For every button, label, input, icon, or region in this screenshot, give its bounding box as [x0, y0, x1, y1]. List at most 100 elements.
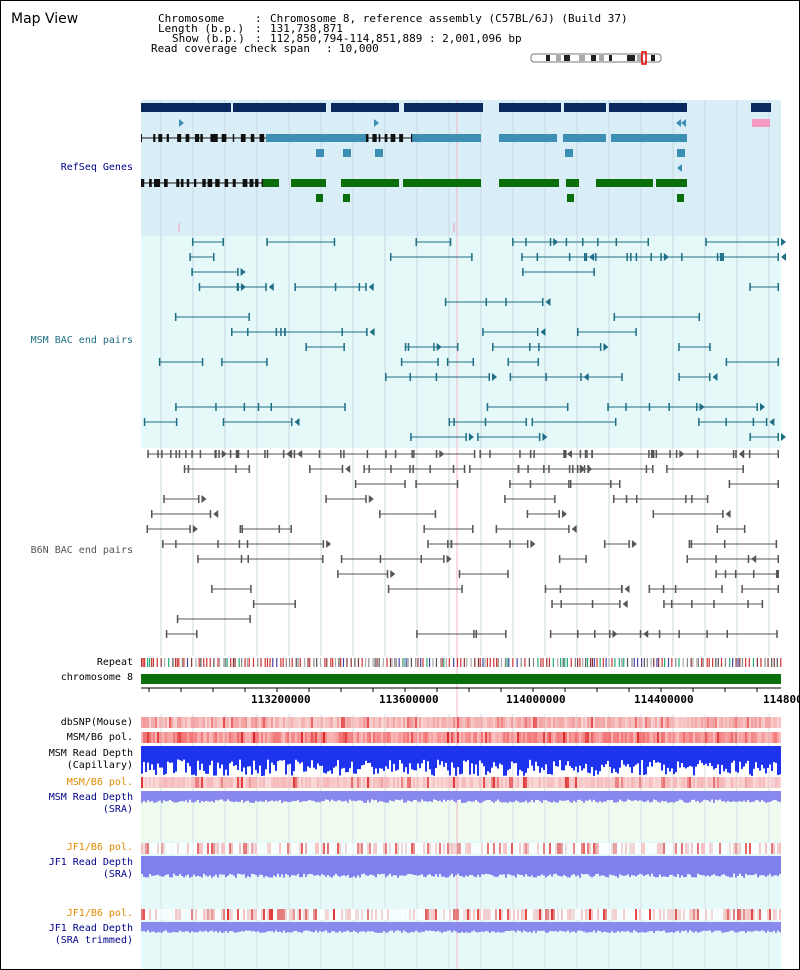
msm-b6-pol-strip-2: [221, 777, 223, 788]
b6n-bac-pair-end: [558, 555, 561, 563]
b6n-bac-pair-arrow: [612, 630, 618, 638]
repeat-element: [729, 658, 731, 667]
msm-read-depth-capillary: [255, 746, 257, 771]
jf1-read-depth-sra: [545, 856, 547, 878]
jf1-read-depth-trimmed: [159, 922, 161, 933]
jf1-b6-pol-strip-2: [181, 909, 183, 920]
dbsnp-strip: [267, 717, 269, 728]
ideogram-band: [609, 55, 612, 61]
jf1-read-depth-sra: [737, 856, 739, 876]
msm-read-depth-sra: [677, 791, 679, 802]
msm-b6-pol-strip-2: [281, 777, 283, 788]
jf1-read-depth-trimmed: [575, 922, 577, 933]
msm-read-depth-sra: [771, 791, 773, 802]
jf1-b6-pol-strip: [357, 843, 359, 854]
gene-feature: [263, 179, 279, 187]
jf1-read-depth-trimmed: [309, 922, 311, 932]
msm-b6-pol-strip-2: [361, 777, 363, 788]
track-label-jf1-read-depth-sra-sub: (SRA): [102, 869, 133, 880]
msm-b6-pol-strip: [503, 732, 505, 743]
msm-b6-pol-strip: [557, 732, 559, 743]
jf1-read-depth-sra: [777, 856, 779, 877]
jf1-read-depth-sra: [301, 856, 303, 878]
msm-read-depth-sra: [527, 791, 529, 803]
jf1-b6-pol-strip-2: [239, 909, 241, 920]
msm-b6-pol-strip: [403, 732, 405, 743]
msm-b6-pol-strip-2: [231, 777, 233, 788]
msm-b6-pol-strip-2: [319, 777, 321, 788]
jf1-read-depth-sra: [651, 856, 653, 874]
jf1-read-depth-sra: [677, 856, 679, 875]
msm-read-depth-capillary: [419, 746, 421, 769]
msm-bac-pair-end: [531, 418, 534, 426]
jf1-read-depth-sra: [377, 856, 379, 874]
msm-b6-pol-strip-2: [527, 777, 529, 788]
msm-b6-pol-strip-2: [409, 777, 411, 788]
jf1-read-depth-sra: [683, 856, 685, 878]
gene-feature: [565, 149, 573, 157]
jf1-read-depth-trimmed: [649, 922, 651, 932]
msm-read-depth-capillary: [551, 746, 553, 775]
jf1-read-depth-sra: [735, 856, 737, 878]
jf1-read-depth-trimmed: [531, 922, 533, 933]
msm-read-depth-capillary: [327, 746, 329, 772]
msm-bac-pair-end: [621, 373, 623, 381]
msm-read-depth-sra: [451, 791, 453, 800]
jf1-read-depth-sra: [617, 856, 619, 878]
jf1-b6-pol-strip: [723, 843, 725, 854]
msm-b6-pol-strip: [559, 732, 561, 743]
colon: :: [255, 22, 262, 35]
msm-b6-pol-strip: [259, 732, 261, 743]
jf1-b6-pol-strip: [489, 843, 491, 854]
jf1-b6-pol-strip: [295, 843, 297, 854]
msm-bac-pair-end: [237, 268, 239, 276]
jf1-read-depth-sra: [181, 856, 183, 877]
msm-b6-pol-strip-2: [509, 777, 511, 788]
msm-b6-pol-strip-2: [707, 777, 709, 788]
jf1-b6-pol-strip-2: [501, 909, 503, 920]
jf1-b6-pol-strip-2: [307, 909, 309, 920]
repeat-element: [313, 658, 315, 667]
dbsnp-strip: [451, 717, 453, 728]
msm-read-depth-sra: [507, 791, 509, 803]
msm-read-depth-sra: [647, 791, 649, 801]
msm-b6-pol-strip-2: [513, 777, 515, 788]
jf1-b6-pol-strip-2: [257, 909, 259, 920]
msm-bac-pair-arrow: [542, 433, 548, 441]
ideogram-band: [564, 55, 570, 61]
jf1-b6-pol-strip: [653, 843, 655, 854]
msm-read-depth-capillary: [267, 746, 269, 760]
msm-read-depth-capillary: [215, 746, 217, 776]
jf1-b6-pol-strip-2: [433, 909, 435, 920]
jf1-read-depth-sra: [479, 856, 481, 877]
repeat-element: [156, 658, 158, 667]
msm-b6-pol-strip: [483, 732, 485, 743]
msm-read-depth-capillary: [697, 746, 699, 765]
msm-b6-pol-strip: [149, 732, 151, 743]
jf1-b6-pol-strip-2: [675, 909, 677, 920]
jf1-read-depth-trimmed: [487, 922, 489, 932]
dbsnp-strip: [575, 717, 577, 728]
dbsnp-strip: [511, 717, 513, 728]
jf1-b6-pol-strip: [641, 843, 643, 854]
jf1-b6-pol-strip: [163, 843, 165, 854]
jf1-read-depth-sra: [477, 856, 479, 875]
jf1-read-depth-sra: [565, 856, 567, 877]
msm-b6-pol-strip-2: [697, 777, 699, 788]
msm-read-depth-capillary: [291, 746, 293, 776]
jf1-b6-pol-strip-2: [333, 909, 335, 920]
msm-read-depth-capillary: [167, 746, 169, 762]
jf1-read-depth-trimmed: [511, 922, 513, 931]
jf1-read-depth-trimmed: [623, 922, 625, 932]
msm-read-depth-sra: [325, 791, 327, 800]
dbsnp-strip: [513, 717, 515, 728]
b6n-bac-pair-end: [776, 630, 778, 638]
msm-bac-pair-end: [280, 328, 282, 336]
dbsnp-strip: [669, 717, 671, 728]
msm-read-depth-sra: [669, 791, 671, 803]
jf1-b6-pol-strip-2: [357, 909, 359, 920]
b6n-bac-pair-end: [663, 600, 665, 608]
dbsnp-strip: [153, 717, 155, 728]
msm-b6-pol-strip: [485, 732, 487, 743]
